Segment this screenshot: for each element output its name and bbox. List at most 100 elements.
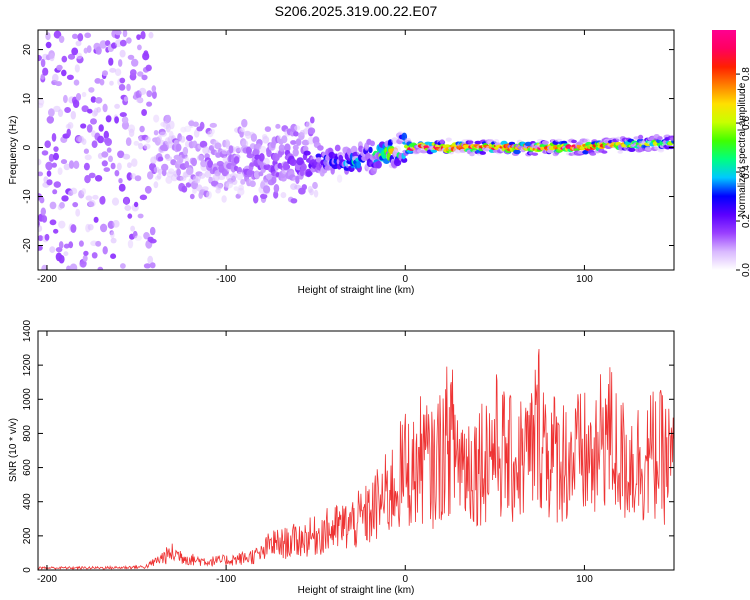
spectrogram-cell (49, 219, 57, 226)
spectrogram-cell (70, 110, 77, 120)
spectrogram-cell (98, 124, 104, 132)
spectrogram-cell (66, 74, 74, 81)
spectrogram-cell (127, 239, 134, 249)
spectrogram-cell (149, 238, 157, 244)
spectrogram-cell (119, 77, 126, 84)
spectrogram-cell (206, 191, 212, 199)
spectrogram-cell (49, 52, 55, 62)
spectrogram-cell (240, 127, 245, 133)
colorbar-ticks: 0.0 0.2 0.4 0.6 0.8 (736, 67, 750, 277)
spectrogram-cell (49, 201, 57, 210)
spectrogram-cell (175, 167, 181, 176)
spectrogram-cell (601, 150, 608, 154)
spectrogram-cell (127, 54, 135, 60)
spectrogram-cell (80, 123, 87, 129)
spectrogram-cell (38, 235, 44, 242)
spectrogram-y-tick-label: 10 (22, 93, 33, 105)
spectrogram-cell (266, 149, 272, 158)
spectrogram-cell (81, 105, 89, 113)
spectrogram-cell (100, 223, 108, 233)
spectrogram-cell (275, 123, 281, 129)
spectrogram-cell (168, 168, 175, 175)
spectrogram-cell (229, 173, 238, 179)
spectrogram-cell (157, 156, 164, 162)
spectrogram-cell (157, 168, 163, 175)
spectrogram-cell (114, 68, 122, 76)
spectrogram-cell (110, 162, 116, 170)
spectrogram-cell (182, 146, 189, 156)
spectrogram-cell (126, 162, 132, 169)
spectrogram-cell (156, 173, 162, 180)
spectrogram-cell (479, 151, 486, 155)
spectrogram-cell (108, 57, 114, 66)
spectrogram-cell (117, 150, 125, 159)
spectrogram-cell (66, 128, 71, 137)
spectrogram-cell (63, 94, 68, 104)
spectrogram-cell (86, 124, 93, 133)
spectrogram-cell (207, 159, 214, 168)
spectrogram-cell (317, 145, 324, 151)
spectrogram-y-axis: 20 10 0 -10 -20 (22, 44, 674, 253)
spectrogram-cell (75, 208, 81, 217)
spectrogram-cell (51, 133, 57, 142)
spectrogram-cell (125, 137, 132, 147)
spectrogram-cell (84, 154, 92, 161)
spectrogram-cell (153, 181, 159, 189)
spectrogram-cell (56, 64, 63, 71)
spectrogram-cell (51, 162, 57, 168)
spectrogram-cell (179, 135, 186, 143)
spectrogram-cell (38, 225, 43, 232)
spectrogram-cell (82, 254, 88, 262)
spectrogram-cell (97, 266, 104, 270)
spectrogram-cell (300, 163, 307, 172)
spectrogram-cell (191, 157, 197, 167)
spectrogram-cell (122, 30, 128, 38)
spectrogram-cell (231, 178, 238, 185)
spectrogram-cell (86, 45, 92, 53)
snr-series-line (38, 348, 674, 570)
spectrogram-cell (149, 226, 156, 236)
snr-y-tick-label: 600 (22, 459, 33, 476)
spectrogram-cell (52, 73, 59, 83)
spectrogram-cell (39, 196, 45, 204)
spectrogram-cell (53, 30, 62, 39)
spectrogram-cell (122, 153, 131, 160)
spectrogram-cell (137, 44, 142, 51)
spectrogram-cell (96, 106, 101, 113)
spectrogram-cell (41, 264, 48, 270)
spectrogram-cell (114, 103, 120, 109)
spectrogram-cell (296, 157, 304, 166)
colorbar-tick-label: 0.2 (741, 214, 750, 228)
spectrogram-cell (290, 140, 297, 145)
spectrogram-cell (110, 231, 115, 239)
spectrogram-cell (83, 250, 89, 256)
spectrogram-cell (73, 79, 80, 86)
spectrogram-cell (144, 185, 152, 194)
spectrogram-cell (147, 255, 154, 264)
spectrogram-cell (46, 170, 52, 177)
snr-y-tick-label: 1200 (22, 354, 33, 377)
spectrogram-cell (119, 49, 126, 58)
colorbar-tick-label: 0.8 (741, 67, 750, 81)
spectrogram-x-label: Height of straight line (km) (298, 285, 415, 296)
spectrogram-cell (57, 167, 63, 175)
spectrogram-cell (238, 184, 245, 191)
spectrogram-cell (114, 116, 119, 124)
spectrogram-cell (63, 243, 70, 249)
spectrogram-cell (52, 189, 58, 195)
spectrogram-cell (131, 58, 139, 67)
spectrogram-cell (241, 118, 248, 128)
spectrogram-cell (127, 124, 136, 133)
spectrogram-cell (309, 188, 314, 196)
spectrogram-cell (393, 145, 401, 153)
spectrogram-cell (143, 232, 150, 240)
spectrogram-cell (55, 81, 62, 87)
spectrogram-cell (61, 195, 69, 202)
spectrogram-cell (61, 55, 68, 63)
spectrogram-cell (151, 85, 157, 93)
spectrogram-cell (165, 176, 173, 184)
spectrogram-cell (669, 137, 674, 141)
spectrogram-y-tick-label: -20 (22, 238, 33, 253)
spectrogram-cell (108, 155, 113, 163)
figure-title: S206.2025.319.00.22.E07 (275, 3, 438, 19)
